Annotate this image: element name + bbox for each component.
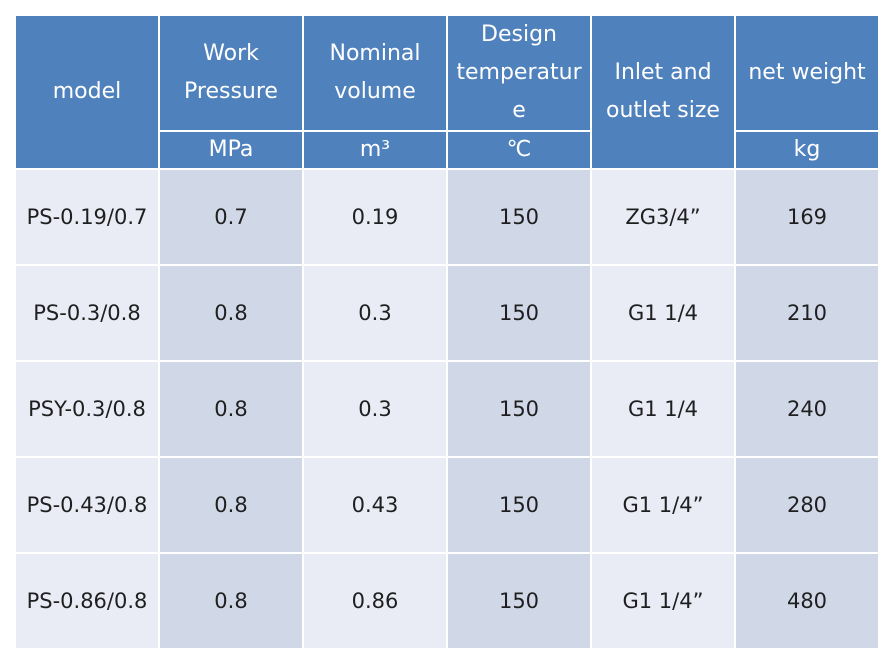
- header-row: model Work Pressure Nominal volume Desig…: [14, 14, 880, 170]
- cell-weight: 480: [734, 552, 880, 650]
- cell-pressure: 0.8: [158, 456, 304, 554]
- cell-model: PS-0.19/0.7: [14, 168, 160, 266]
- cell-weight: 210: [734, 264, 880, 362]
- cell-volume: 0.3: [302, 360, 448, 458]
- cell-weight: 240: [734, 360, 880, 458]
- cell-temperature: 150: [446, 264, 592, 362]
- unit-work-pressure: MPa: [158, 130, 304, 170]
- cell-pressure: 0.7: [158, 168, 304, 266]
- table-row: PS-0.43/0.8 0.8 0.43 150 G1 1/4” 280: [14, 456, 880, 554]
- cell-model: PSY-0.3/0.8: [14, 360, 160, 458]
- cell-inlet-outlet: G1 1/4: [590, 360, 736, 458]
- cell-volume: 0.86: [302, 552, 448, 650]
- unit-row: MPa m³ ℃ kg: [15, 130, 880, 170]
- cell-inlet-outlet: G1 1/4”: [590, 456, 736, 554]
- cell-pressure: 0.8: [158, 360, 304, 458]
- cell-temperature: 150: [446, 168, 592, 266]
- cell-weight: 280: [734, 456, 880, 554]
- unit-net-weight: kg: [734, 130, 880, 170]
- cell-weight: 169: [734, 168, 880, 266]
- cell-model: PS-0.86/0.8: [14, 552, 160, 650]
- header-net-weight: net weight: [734, 14, 880, 132]
- cell-model: PS-0.3/0.8: [14, 264, 160, 362]
- cell-temperature: 150: [446, 360, 592, 458]
- cell-pressure: 0.8: [158, 552, 304, 650]
- cell-temperature: 150: [446, 552, 592, 650]
- cell-inlet-outlet: G1 1/4”: [590, 552, 736, 650]
- cell-model: PS-0.43/0.8: [14, 456, 160, 554]
- header-model: model: [14, 14, 160, 170]
- header-design-temperature: Design temperatur e: [446, 14, 592, 132]
- table-row: PSY-0.3/0.8 0.8 0.3 150 G1 1/4 240: [14, 360, 880, 458]
- cell-inlet-outlet: ZG3/4”: [590, 168, 736, 266]
- unit-design-temperature: ℃: [446, 130, 592, 170]
- cell-inlet-outlet: G1 1/4: [590, 264, 736, 362]
- cell-volume: 0.3: [302, 264, 448, 362]
- cell-volume: 0.43: [302, 456, 448, 554]
- cell-volume: 0.19: [302, 168, 448, 266]
- table-row: PS-0.19/0.7 0.7 0.19 150 ZG3/4” 169: [14, 168, 880, 266]
- cell-pressure: 0.8: [158, 264, 304, 362]
- header-work-pressure: Work Pressure: [158, 14, 304, 132]
- table-row: PS-0.3/0.8 0.8 0.3 150 G1 1/4 210: [14, 264, 880, 362]
- unit-nominal-volume: m³: [302, 130, 448, 170]
- spec-table-container: model Work Pressure Nominal volume Desig…: [14, 14, 880, 650]
- table-row: PS-0.86/0.8 0.8 0.86 150 G1 1/4” 480: [14, 552, 880, 650]
- cell-temperature: 150: [446, 456, 592, 554]
- spec-table: model Work Pressure Nominal volume Desig…: [14, 14, 880, 650]
- header-nominal-volume: Nominal volume: [302, 14, 448, 132]
- header-inlet-outlet-size: Inlet and outlet size: [590, 14, 736, 170]
